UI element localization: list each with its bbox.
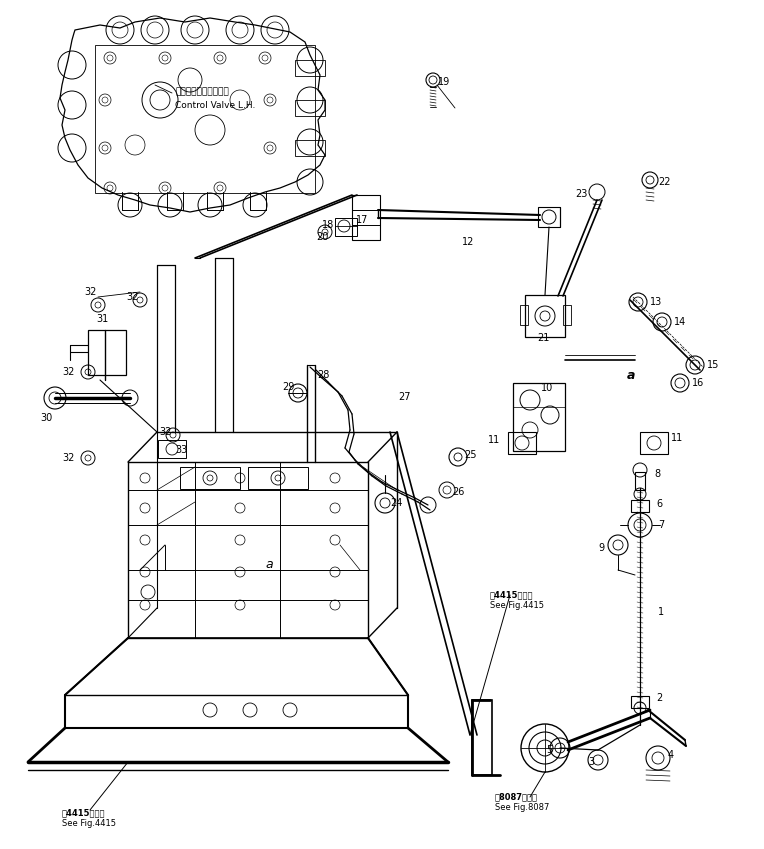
Text: 13: 13 xyxy=(650,297,662,307)
Text: a: a xyxy=(265,559,273,571)
Text: 5: 5 xyxy=(545,745,552,755)
Bar xyxy=(640,432,668,454)
Text: 4: 4 xyxy=(668,750,674,760)
Text: 32: 32 xyxy=(160,427,172,437)
Bar xyxy=(472,700,492,775)
Text: See Fig.8087: See Fig.8087 xyxy=(495,803,549,812)
Text: 24: 24 xyxy=(390,498,403,508)
Text: 11: 11 xyxy=(487,435,500,445)
Bar xyxy=(95,45,315,193)
Text: 1: 1 xyxy=(658,607,664,617)
Text: 14: 14 xyxy=(674,317,686,327)
Bar xyxy=(520,305,528,325)
Text: 12: 12 xyxy=(462,237,474,247)
Text: See Fig.4415: See Fig.4415 xyxy=(62,818,116,828)
Text: 11: 11 xyxy=(671,433,683,443)
Bar xyxy=(513,383,565,451)
Text: 第8087図参照: 第8087図参照 xyxy=(495,792,538,801)
Text: 32: 32 xyxy=(63,367,75,377)
Text: 32: 32 xyxy=(63,453,75,463)
Text: 第4415図参照: 第4415図参照 xyxy=(62,808,105,818)
Bar xyxy=(295,100,325,116)
Text: 27: 27 xyxy=(398,392,410,402)
Text: 29: 29 xyxy=(282,382,294,392)
Text: 第4415図参照: 第4415図参照 xyxy=(490,591,533,599)
Bar xyxy=(631,500,649,512)
Bar xyxy=(635,472,645,490)
Text: Control Valve L.H.: Control Valve L.H. xyxy=(175,100,255,110)
Text: 28: 28 xyxy=(317,370,329,380)
Bar xyxy=(158,440,186,458)
Text: 25: 25 xyxy=(464,450,477,460)
Text: 19: 19 xyxy=(438,77,450,87)
Text: 20: 20 xyxy=(316,232,329,242)
Text: 15: 15 xyxy=(707,360,720,370)
Text: 16: 16 xyxy=(692,378,704,388)
Text: 2: 2 xyxy=(656,693,662,703)
Bar xyxy=(180,467,240,489)
Text: 30: 30 xyxy=(40,413,52,423)
Text: 17: 17 xyxy=(356,215,368,225)
Bar xyxy=(525,295,565,337)
Bar xyxy=(88,330,126,375)
Bar xyxy=(335,218,357,236)
Text: 7: 7 xyxy=(658,520,664,530)
Bar xyxy=(295,60,325,76)
Text: See Fig.4415: See Fig.4415 xyxy=(490,601,544,610)
Text: 32: 32 xyxy=(127,292,139,302)
Text: 22: 22 xyxy=(658,177,671,187)
Text: 18: 18 xyxy=(322,220,334,230)
Text: コントロールバルブ左: コントロールバルブ左 xyxy=(175,87,228,97)
Text: 33: 33 xyxy=(175,445,187,455)
Bar xyxy=(295,140,325,156)
Text: 9: 9 xyxy=(598,543,604,553)
Bar xyxy=(248,467,308,489)
Text: 26: 26 xyxy=(452,487,465,497)
Text: 3: 3 xyxy=(588,757,594,767)
Bar xyxy=(538,207,560,227)
Text: 32: 32 xyxy=(85,287,97,297)
Bar xyxy=(508,432,536,454)
Text: 21: 21 xyxy=(537,333,549,343)
Text: 23: 23 xyxy=(575,189,588,199)
Text: 6: 6 xyxy=(656,499,662,509)
Bar xyxy=(631,696,649,708)
Bar xyxy=(352,195,380,240)
Text: 31: 31 xyxy=(96,314,108,324)
Text: 8: 8 xyxy=(654,469,660,479)
Text: 10: 10 xyxy=(541,383,553,393)
Text: a: a xyxy=(627,368,636,381)
Bar xyxy=(563,305,571,325)
